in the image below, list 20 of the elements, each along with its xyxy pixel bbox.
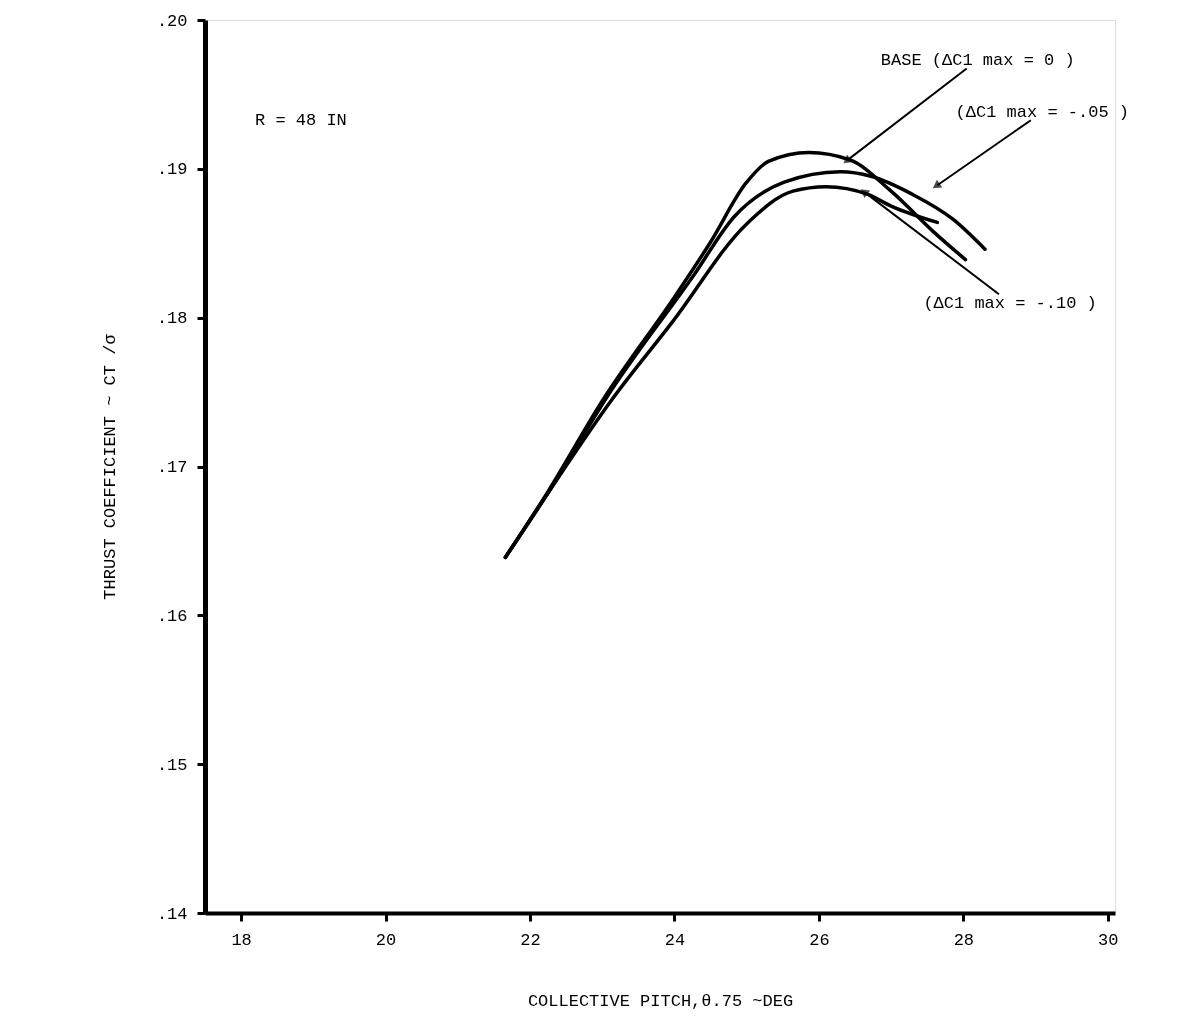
y-tick-label: .15 xyxy=(156,755,188,775)
x-axis-title: COLLECTIVE PITCH,θ.75 ~DEG xyxy=(527,991,794,1011)
x-tick-label: 26 xyxy=(809,930,830,950)
y-tick-label: .14 xyxy=(156,904,188,924)
x-tick-label: 30 xyxy=(1098,930,1119,950)
x-tick-label: 18 xyxy=(231,930,252,950)
x-tick-label: 22 xyxy=(520,930,541,950)
annotation: BASE (ΔC1 max = 0 ) xyxy=(880,50,1075,70)
x-tick-label: 28 xyxy=(953,930,975,950)
y-axis-title: THRUST COEFFICIENT ~ CT /σ xyxy=(100,333,120,600)
y-tick-label: .20 xyxy=(156,11,188,31)
annotation: (ΔC1 max = -.05 ) xyxy=(955,103,1130,123)
y-tick-label: .17 xyxy=(156,458,188,477)
y-tick-label: .19 xyxy=(156,160,188,180)
x-tick-label: 20 xyxy=(375,930,397,950)
y-tick-label: .16 xyxy=(156,606,188,626)
x-tick-label: 24 xyxy=(664,930,686,950)
y-tick-label: .18 xyxy=(156,309,188,329)
annotation: (ΔC1 max = -.10 ) xyxy=(923,293,1097,313)
annotation: R = 48 IN xyxy=(255,111,347,130)
